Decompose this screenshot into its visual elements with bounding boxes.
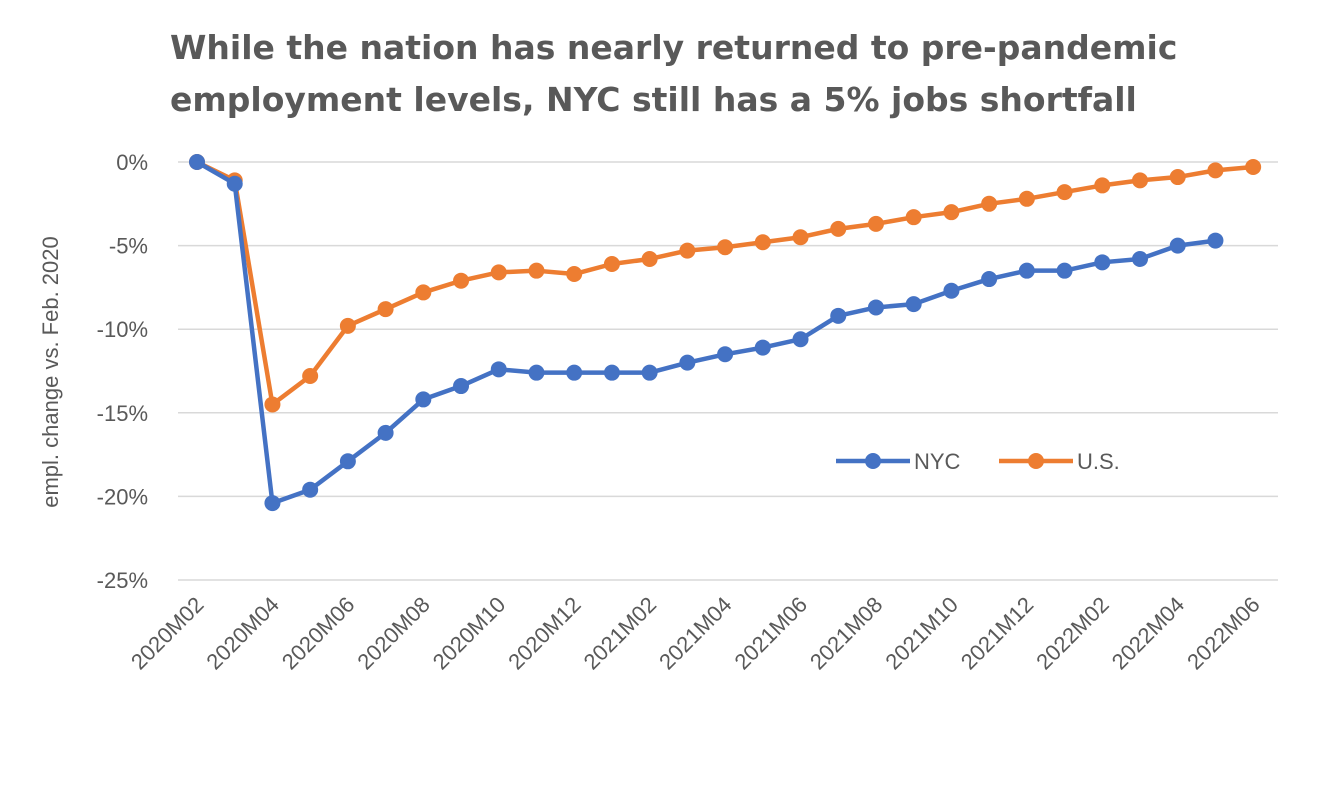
data-point	[1132, 172, 1148, 189]
data-point	[1094, 254, 1111, 271]
x-tick-label: 2020M08	[352, 592, 435, 675]
data-point	[377, 301, 394, 318]
legend-marker	[1028, 453, 1044, 469]
series-line	[195, 160, 1216, 506]
data-point	[679, 242, 696, 259]
series-u-s	[189, 154, 1262, 413]
x-tick-label: 2021M12	[956, 592, 1039, 675]
data-point	[302, 368, 319, 385]
x-tick-label: 2022M06	[1182, 592, 1265, 675]
data-point	[1169, 237, 1186, 254]
series	[189, 154, 1262, 512]
data-point	[490, 361, 507, 378]
data-point	[905, 209, 922, 226]
data-point	[566, 266, 583, 283]
chart-title: While the nation has nearly returned to …	[170, 22, 1290, 126]
data-point	[1169, 169, 1186, 186]
x-tick-label: 2022M04	[1107, 592, 1190, 675]
data-point	[528, 262, 545, 279]
data-point	[264, 495, 281, 512]
legend-label: NYC	[914, 449, 961, 474]
y-tick-label: -5%	[109, 234, 148, 259]
legend-entry: NYC	[836, 449, 961, 474]
data-point	[717, 239, 734, 256]
x-tick-label: 2021M02	[579, 592, 662, 675]
y-tick-label: -20%	[97, 484, 148, 509]
data-point	[679, 354, 696, 371]
x-tick-label: 2020M12	[503, 592, 586, 675]
data-point	[1132, 250, 1148, 267]
y-tick-label: -15%	[97, 401, 148, 426]
data-point	[867, 299, 884, 316]
x-tick-label: 2021M08	[805, 592, 888, 675]
x-tick-label: 2022M02	[1031, 592, 1114, 675]
chart-title-line-1: While the nation has nearly returned to …	[170, 28, 1178, 67]
y-tick-label: -10%	[97, 317, 148, 342]
data-point	[717, 346, 734, 363]
data-point	[792, 331, 809, 348]
legend-label: U.S.	[1077, 449, 1120, 474]
data-point	[566, 364, 583, 381]
data-point	[339, 317, 356, 334]
data-point	[1245, 159, 1262, 176]
data-point	[603, 364, 620, 381]
data-point	[1207, 162, 1224, 179]
series-nyc	[189, 154, 1224, 512]
data-point	[792, 229, 809, 246]
data-point	[1056, 262, 1073, 279]
data-point	[1056, 184, 1073, 201]
data-point	[1018, 262, 1035, 279]
data-point	[264, 396, 281, 413]
data-point	[1207, 232, 1224, 249]
data-point	[453, 272, 470, 289]
data-point	[867, 215, 884, 232]
x-tick-label: 2020M04	[201, 592, 284, 675]
data-point	[981, 195, 998, 212]
data-point	[830, 307, 847, 324]
data-point	[377, 424, 394, 441]
data-point	[981, 271, 998, 288]
data-point	[830, 220, 847, 237]
legend-entry: U.S.	[999, 449, 1120, 474]
data-point	[226, 175, 243, 192]
x-tick-label: 2021M10	[880, 592, 963, 675]
data-point	[1094, 177, 1111, 194]
data-point	[754, 339, 771, 356]
data-point	[943, 204, 960, 221]
data-point	[339, 453, 356, 470]
data-point	[490, 264, 507, 281]
gridlines	[178, 161, 1278, 581]
x-tick-label: 2021M06	[730, 592, 813, 675]
series-line	[196, 159, 1254, 407]
data-point	[528, 364, 545, 381]
y-tick-label: 0%	[116, 150, 148, 175]
data-point	[641, 250, 658, 267]
x-tick-label: 2020M02	[126, 592, 209, 675]
y-axis-title: empl. change vs. Feb. 2020	[38, 236, 63, 508]
x-axis-ticks: 2020M022020M042020M062020M082020M102020M…	[126, 592, 1265, 675]
data-point	[415, 284, 432, 301]
data-point	[1018, 190, 1035, 207]
data-point	[641, 364, 658, 381]
data-point	[453, 378, 470, 395]
y-axis-ticks: 0% -5% -10% -15% -20% -25%	[97, 150, 148, 593]
data-point	[302, 481, 319, 498]
legend: NYC U.S.	[836, 449, 1120, 474]
x-tick-label: 2021M04	[654, 592, 737, 675]
y-tick-label: -25%	[97, 568, 148, 593]
data-point	[189, 154, 205, 170]
data-point	[905, 296, 922, 313]
data-point	[943, 282, 960, 299]
data-point	[415, 391, 432, 408]
data-point	[754, 234, 771, 251]
x-tick-label: 2020M10	[428, 592, 511, 675]
chart-title-line-2: employment levels, NYC still has a 5% jo…	[170, 80, 1137, 119]
x-tick-label: 2020M06	[277, 592, 360, 675]
data-point	[603, 255, 620, 272]
legend-marker	[865, 453, 881, 469]
